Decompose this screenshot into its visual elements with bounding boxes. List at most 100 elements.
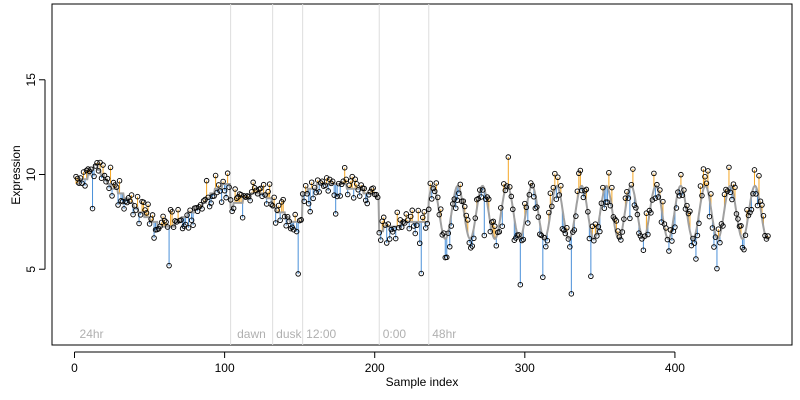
data-point bbox=[555, 174, 561, 181]
data-point bbox=[552, 170, 558, 177]
fitted-line bbox=[76, 164, 769, 241]
data-point bbox=[660, 198, 666, 205]
data-point bbox=[125, 195, 132, 201]
data-point bbox=[149, 212, 156, 218]
x-tick-label: 400 bbox=[665, 361, 685, 375]
data-point bbox=[636, 230, 642, 236]
data-point bbox=[720, 223, 726, 229]
data-point bbox=[711, 244, 717, 250]
data-point bbox=[753, 191, 759, 197]
data-point bbox=[404, 217, 411, 223]
data-point bbox=[335, 180, 342, 187]
data-point bbox=[280, 196, 286, 203]
vertical-lines-layer bbox=[230, 4, 430, 345]
data-point bbox=[540, 274, 546, 280]
data-point bbox=[760, 213, 767, 219]
data-point bbox=[450, 201, 456, 207]
y-tick-label: 10 bbox=[24, 168, 38, 182]
data-point bbox=[622, 195, 629, 201]
data-point bbox=[655, 194, 662, 200]
data-point bbox=[319, 178, 325, 184]
data-point bbox=[492, 223, 498, 229]
data-point bbox=[266, 181, 273, 187]
data-point bbox=[529, 182, 536, 189]
data-point bbox=[624, 188, 630, 195]
data-point bbox=[517, 281, 524, 288]
data-point bbox=[325, 188, 331, 194]
data-point bbox=[630, 166, 636, 172]
data-point bbox=[317, 180, 324, 186]
data-point bbox=[350, 195, 357, 201]
data-point bbox=[699, 192, 705, 199]
data-point bbox=[274, 207, 280, 213]
data-point bbox=[597, 228, 603, 235]
fit-line-layer bbox=[76, 164, 769, 241]
data-point bbox=[562, 230, 569, 237]
data-point bbox=[676, 193, 683, 199]
data-point bbox=[394, 209, 400, 216]
data-point bbox=[553, 196, 560, 202]
data-point bbox=[220, 178, 226, 185]
data-point bbox=[456, 190, 462, 196]
data-point bbox=[607, 202, 614, 209]
data-point bbox=[480, 187, 486, 193]
data-point bbox=[762, 232, 768, 239]
data-point bbox=[601, 205, 608, 212]
data-point bbox=[583, 186, 590, 193]
data-point bbox=[487, 228, 494, 235]
data-point bbox=[526, 191, 533, 198]
data-point bbox=[247, 197, 253, 204]
data-point bbox=[413, 222, 420, 229]
data-point bbox=[233, 195, 240, 202]
data-point bbox=[151, 235, 157, 241]
data-point bbox=[438, 206, 444, 212]
data-point bbox=[80, 169, 87, 175]
time-annotation-label: 48hr bbox=[432, 327, 456, 341]
data-point bbox=[127, 198, 133, 204]
data-point bbox=[513, 235, 519, 241]
data-point bbox=[696, 220, 702, 227]
data-point bbox=[94, 160, 100, 166]
data-point bbox=[301, 198, 307, 205]
data-point bbox=[490, 218, 497, 225]
data-point bbox=[406, 225, 412, 232]
data-point bbox=[341, 164, 348, 171]
data-point bbox=[546, 209, 552, 216]
data-point bbox=[709, 225, 716, 231]
data-point bbox=[451, 196, 458, 202]
data-point bbox=[444, 254, 450, 261]
data-point bbox=[717, 239, 723, 246]
data-point bbox=[400, 219, 406, 225]
data-point bbox=[432, 188, 438, 195]
data-point bbox=[694, 232, 701, 239]
data-point bbox=[203, 177, 210, 184]
data-point bbox=[678, 171, 684, 178]
data-point bbox=[344, 191, 351, 198]
data-point bbox=[104, 175, 111, 182]
data-point bbox=[358, 182, 364, 188]
data-point bbox=[184, 212, 190, 218]
data-point bbox=[445, 230, 452, 236]
data-point bbox=[541, 234, 548, 241]
data-point bbox=[283, 223, 289, 229]
y-axis-label: Expression bbox=[9, 145, 23, 204]
data-point bbox=[714, 265, 720, 272]
data-point bbox=[269, 202, 276, 209]
data-point bbox=[187, 207, 193, 213]
data-point bbox=[606, 170, 612, 176]
data-point bbox=[227, 197, 234, 203]
data-point bbox=[329, 178, 336, 185]
data-point bbox=[361, 185, 367, 192]
data-point bbox=[657, 187, 663, 193]
y-tick-label: 15 bbox=[24, 73, 38, 87]
data-point bbox=[200, 198, 207, 204]
data-point bbox=[223, 194, 229, 201]
data-point bbox=[124, 199, 130, 206]
x-tick-label: 200 bbox=[365, 361, 385, 375]
data-points-layer bbox=[73, 154, 771, 297]
data-point bbox=[465, 217, 471, 223]
data-point bbox=[708, 191, 714, 197]
data-point bbox=[628, 181, 635, 188]
time-annotation-label: dawn bbox=[237, 327, 266, 341]
